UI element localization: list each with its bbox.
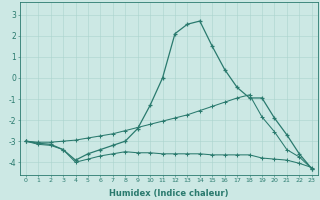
X-axis label: Humidex (Indice chaleur): Humidex (Indice chaleur) xyxy=(109,189,228,198)
